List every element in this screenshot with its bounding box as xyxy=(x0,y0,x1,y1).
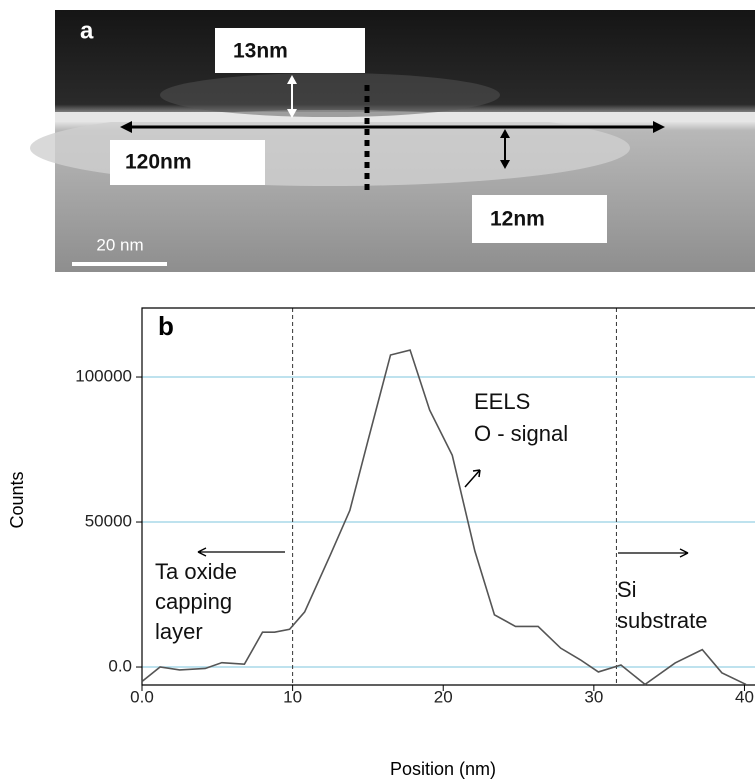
arrow-head xyxy=(287,75,297,118)
annotation-arrow xyxy=(197,547,285,557)
x-axis-title: Position (nm) xyxy=(390,759,496,779)
arrow-head xyxy=(500,129,510,169)
label: 13nm xyxy=(233,40,288,63)
annotation: layer xyxy=(155,619,203,644)
bright-band xyxy=(55,112,755,122)
annotation: EELS xyxy=(474,389,530,414)
annotation: O - signal xyxy=(474,421,568,446)
annotation-arrow xyxy=(618,548,689,558)
chart: 0.0 50000 100000 0.0 10 20 30 40 b Position (nm) C… xyxy=(7,307,755,779)
axis-frame xyxy=(141,307,755,686)
scale-label: 20 nm xyxy=(96,235,143,254)
x-tick-label: 30 xyxy=(584,687,603,706)
tem-panel: a 13nm 120nm 12nm 20 nm xyxy=(30,10,755,272)
label: 120nm xyxy=(125,151,192,174)
x-tick-label: 0.0 xyxy=(130,687,154,706)
data-line xyxy=(141,349,747,686)
annotation: Si xyxy=(617,577,637,602)
label-box xyxy=(215,28,365,73)
x-tick-label: 40 xyxy=(735,687,754,706)
annotation: substrate xyxy=(617,608,708,633)
annotation-arrow xyxy=(464,469,481,488)
panel-label: a xyxy=(80,17,94,44)
y-tick-label: 100000 xyxy=(75,367,132,386)
panel-label: b xyxy=(158,311,174,341)
x-tick-label: 10 xyxy=(283,687,302,706)
label: 12nm xyxy=(490,208,545,231)
gray-region xyxy=(160,73,500,117)
x-tick-label: 20 xyxy=(434,687,453,706)
annotation: Ta oxide xyxy=(155,559,237,584)
annotation: capping xyxy=(155,589,232,614)
label-box xyxy=(472,195,607,243)
label-box xyxy=(110,140,265,185)
y-tick-label: 0.0 xyxy=(108,657,132,676)
y-tick-label: 50000 xyxy=(85,512,132,531)
y-axis-title: Counts xyxy=(7,471,27,528)
